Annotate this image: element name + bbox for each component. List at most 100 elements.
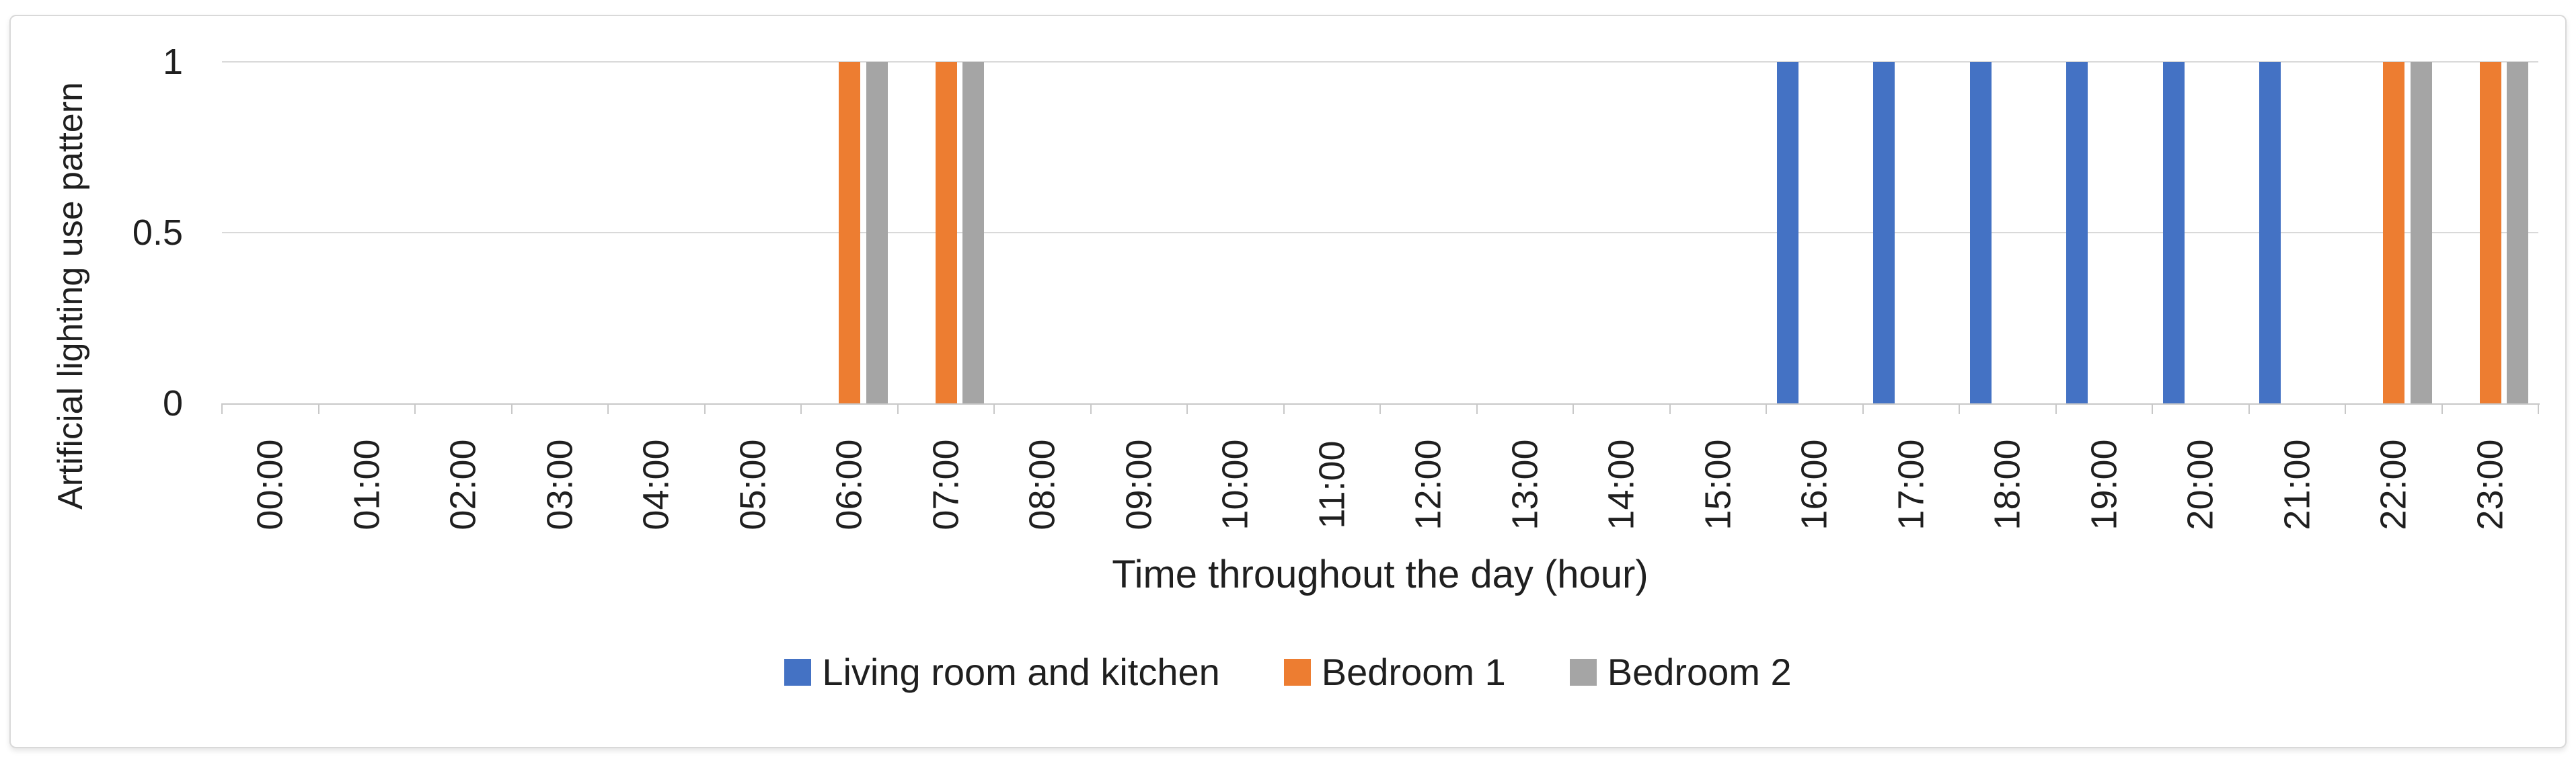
x-tick-label-text: 13:00 xyxy=(1505,439,1546,530)
x-tick-label-10:00: 10:00 xyxy=(1215,425,1256,545)
x-tick-label-02:00: 02:00 xyxy=(443,425,484,545)
axis-tick-mark xyxy=(1090,403,1092,414)
x-tick-label-23:00: 23:00 xyxy=(2470,425,2510,545)
bar-living-room-and-kitchen-17:00 xyxy=(1873,62,1895,403)
bar-living-room-and-kitchen-21:00 xyxy=(2259,62,2281,403)
x-tick-label-12:00: 12:00 xyxy=(1408,425,1449,545)
legend-item-bedroom-2: Bedroom 2 xyxy=(1569,651,1792,693)
x-tick-label-13:00: 13:00 xyxy=(1505,425,1545,545)
axis-tick-mark xyxy=(2248,403,2250,414)
axis-tick-mark xyxy=(1766,403,1767,414)
x-tick-label-text: 22:00 xyxy=(2373,439,2414,530)
x-tick-label-05:00: 05:00 xyxy=(732,425,773,545)
axis-tick-mark xyxy=(2345,403,2346,414)
x-tick-label-14:00: 14:00 xyxy=(1601,425,1642,545)
x-tick-label-text: 05:00 xyxy=(732,439,773,530)
legend-label-bedroom-1: Bedroom 1 xyxy=(1321,651,1506,693)
x-tick-label-text: 16:00 xyxy=(1794,439,1835,530)
bar-bedroom-2-23:00 xyxy=(2507,62,2528,403)
bar-living-room-and-kitchen-16:00 xyxy=(1776,62,1798,403)
bar-bedroom-2-07:00 xyxy=(962,62,984,403)
axis-tick-mark xyxy=(704,403,706,414)
x-tick-label-text: 06:00 xyxy=(829,439,870,530)
x-tick-label-22:00: 22:00 xyxy=(2374,425,2414,545)
bar-living-room-and-kitchen-20:00 xyxy=(2162,62,2185,403)
axis-tick-mark xyxy=(2441,403,2443,414)
x-tick-label-text: 15:00 xyxy=(1698,439,1739,530)
x-tick-label-text: 07:00 xyxy=(925,439,967,530)
x-tick-label-text: 03:00 xyxy=(539,439,580,530)
bar-bedroom-1-06:00 xyxy=(839,62,860,403)
axis-tick-mark xyxy=(1283,403,1285,414)
axis-tick-mark xyxy=(2538,403,2539,414)
axis-tick-mark xyxy=(1379,403,1381,414)
x-tick-label-text: 09:00 xyxy=(1119,439,1160,530)
x-tick-label-text: 02:00 xyxy=(443,439,484,530)
x-tick-label-15:00: 15:00 xyxy=(1698,425,1738,545)
bar-bedroom-1-22:00 xyxy=(2383,62,2404,403)
x-tick-label-text: 14:00 xyxy=(1601,439,1642,530)
y-tick-label-0: 0 xyxy=(162,383,183,424)
legend-swatch-bedroom-2 xyxy=(1569,659,1597,686)
x-tick-label-19:00: 19:00 xyxy=(2084,425,2124,545)
x-tick-label-text: 08:00 xyxy=(1022,439,1063,530)
axis-tick-mark xyxy=(221,403,223,414)
y-axis-title: Artificial lighting use pattern xyxy=(51,82,90,510)
legend-item-living-room-and-kitchen: Living room and kitchen xyxy=(784,651,1220,693)
axis-tick-mark xyxy=(510,403,513,414)
legend-swatch-living-room-and-kitchen xyxy=(784,659,812,686)
axis-tick-mark xyxy=(317,403,319,414)
legend-label-bedroom-2: Bedroom 2 xyxy=(1607,651,1792,693)
legend-item-bedroom-1: Bedroom 1 xyxy=(1283,651,1506,693)
bar-living-room-and-kitchen-18:00 xyxy=(1969,62,1992,403)
x-tick-label-text: 19:00 xyxy=(2084,439,2125,530)
x-tick-label-text: 10:00 xyxy=(1215,439,1256,530)
x-axis-line xyxy=(222,403,2540,405)
x-tick-label-08:00: 08:00 xyxy=(1022,425,1063,545)
x-tick-label-09:00: 09:00 xyxy=(1119,425,1159,545)
bar-bedroom-1-23:00 xyxy=(2479,62,2501,403)
y-tick-label-1: 1 xyxy=(162,42,183,82)
gridline-y-0.5 xyxy=(222,232,2538,233)
axis-tick-mark xyxy=(2152,403,2153,414)
x-tick-label-07:00: 07:00 xyxy=(925,425,966,545)
x-tick-label-04:00: 04:00 xyxy=(636,425,677,545)
axis-tick-mark xyxy=(1573,403,1574,414)
x-tick-label-03:00: 03:00 xyxy=(539,425,580,545)
x-tick-label-text: 23:00 xyxy=(2470,439,2511,530)
axis-tick-mark xyxy=(414,403,416,414)
x-tick-label-text: 20:00 xyxy=(2180,439,2221,530)
legend: Living room and kitchen Bedroom 1 Bedroom … xyxy=(0,653,2576,691)
x-tick-label-17:00: 17:00 xyxy=(1891,425,1931,545)
bar-living-room-and-kitchen-19:00 xyxy=(2066,62,2088,403)
x-tick-label-text: 11:00 xyxy=(1312,440,1353,529)
x-tick-label-text: 01:00 xyxy=(346,439,387,530)
x-tick-label-text: 17:00 xyxy=(1891,439,1932,530)
axis-tick-mark xyxy=(800,403,802,414)
x-tick-label-16:00: 16:00 xyxy=(1794,425,1835,545)
gridline-y-1 xyxy=(222,61,2538,63)
axis-tick-mark xyxy=(607,403,609,414)
axis-tick-mark xyxy=(1862,403,1864,414)
axis-tick-mark xyxy=(1959,403,1960,414)
x-tick-label-01:00: 01:00 xyxy=(346,425,387,545)
axis-tick-mark xyxy=(2055,403,2057,414)
x-tick-label-21:00: 21:00 xyxy=(2277,425,2317,545)
y-tick-label-0.5: 0.5 xyxy=(132,212,183,253)
axis-tick-mark xyxy=(993,403,995,414)
axis-tick-mark xyxy=(897,403,899,414)
x-tick-label-11:00: 11:00 xyxy=(1312,425,1352,545)
x-axis-title: Time throughout the day (hour) xyxy=(1112,553,1649,596)
axis-tick-mark xyxy=(1186,403,1188,414)
x-tick-label-text: 18:00 xyxy=(1987,439,2028,530)
x-tick-label-20:00: 20:00 xyxy=(2181,425,2221,545)
x-tick-label-00:00: 00:00 xyxy=(250,425,291,545)
x-tick-label-18:00: 18:00 xyxy=(1987,425,2028,545)
bar-bedroom-2-06:00 xyxy=(866,62,888,403)
legend-label-living-room-and-kitchen: Living room and kitchen xyxy=(822,651,1220,693)
axis-tick-mark xyxy=(1476,403,1478,414)
x-tick-label-06:00: 06:00 xyxy=(829,425,870,545)
x-tick-label-text: 04:00 xyxy=(636,439,677,530)
legend-swatch-bedroom-1 xyxy=(1283,659,1311,686)
